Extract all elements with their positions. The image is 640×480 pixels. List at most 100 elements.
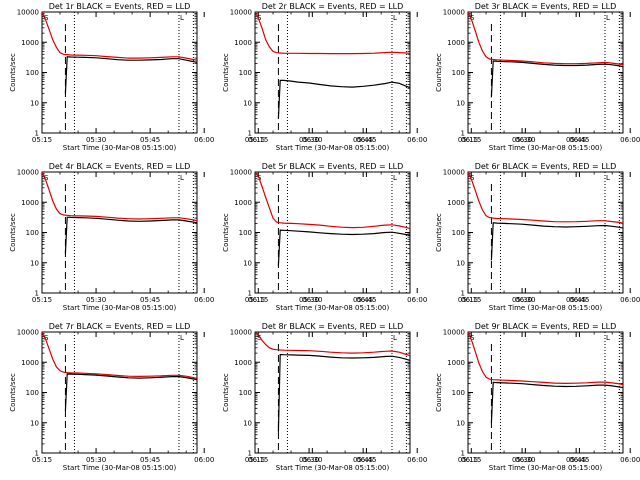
x-tick-label: 05:45 (353, 456, 373, 464)
y-tick-label: 1000 (447, 359, 465, 367)
x-tick-label: 05:15 (458, 296, 478, 304)
y-tick-label: 1000 (447, 39, 465, 47)
corner-label-s: S (44, 174, 49, 182)
x-axis-label: Start Time (30-Mar-08 05:15:00) (489, 304, 603, 312)
corner-label-s: S (257, 334, 262, 342)
y-axis-label: Counts/sec (222, 373, 230, 412)
x-tick-label: 06:00 (407, 136, 427, 144)
y-tick-label: 10000 (17, 329, 39, 337)
x-tick-label: 06:15 (248, 296, 268, 304)
y-tick-label: 1 (248, 450, 252, 458)
corner-label-s: S (470, 334, 475, 342)
y-tick-label: 1000 (234, 199, 252, 207)
chart-title: Det 2r BLACK = Events, RED = LLD (262, 2, 404, 11)
x-tick-label: 06:00 (194, 296, 214, 304)
chart-panel-6: Det 6r BLACK = Events, RED = LLD 1 10 100 10… (435, 162, 640, 312)
x-tick-label: 06:00 (194, 136, 214, 144)
y-tick-label: 1 (461, 130, 465, 138)
series-line-events-black (277, 79, 410, 119)
corner-label-l: L (180, 334, 184, 342)
chart-panel-4: Det 4r BLACK = Events, RED = LLD11010010… (9, 162, 377, 312)
y-tick-label: 10 (243, 99, 252, 107)
series-line-lld-red (255, 332, 410, 357)
chart-title: Det 9r BLACK = Events, RED = LLD (475, 322, 617, 331)
x-tick-label: 05:30 (299, 136, 319, 144)
series-line-lld-red (42, 172, 197, 222)
x-tick-label: 06:45 (569, 136, 589, 144)
y-tick-label: 100 (26, 69, 39, 77)
chart-panel-2: Det 2r BLACK = Events, RED = LLD11010010… (222, 2, 590, 152)
chart-panel-9: Det 9r BLACK = Events, RED = LLD 1 10 100 10… (435, 322, 640, 472)
x-tick-label: 06:00 (620, 296, 640, 304)
series-line-lld-red (42, 12, 197, 61)
y-tick-label: 10000 (230, 329, 252, 337)
x-tick-label: 05:15 (245, 136, 265, 144)
y-axis-label: Counts/sec (9, 213, 17, 252)
y-tick-label: 1000 (447, 199, 465, 207)
x-tick-label: 06:30 (302, 136, 322, 144)
chart-title: Det 8r BLACK = Events, RED = LLD (262, 322, 404, 331)
y-tick-label: 1 (35, 450, 39, 458)
corner-label-l: L (393, 334, 397, 342)
y-tick-label: 100 (452, 389, 465, 397)
x-tick-label: 05:45 (566, 296, 586, 304)
series-line-lld-red (468, 332, 623, 386)
x-tick-label: 05:15 (245, 296, 265, 304)
x-tick-label: 06:45 (356, 136, 376, 144)
corner-label-l: L (606, 14, 610, 22)
corner-label-l: L (393, 174, 397, 182)
x-tick-label: 05:30 (86, 296, 106, 304)
x-tick-label: 05:45 (566, 456, 586, 464)
corner-label-l: L (180, 174, 184, 182)
y-axis-label: Counts/sec (222, 213, 230, 252)
x-tick-label: 06:00 (620, 136, 640, 144)
x-tick-label: 05:45 (140, 456, 160, 464)
y-tick-label: 10000 (17, 169, 39, 177)
y-tick-label: 1000 (21, 359, 39, 367)
x-tick-label: 05:30 (512, 136, 532, 144)
series-line-events-black (490, 60, 623, 98)
x-axis-label: Start Time (30-Mar-08 05:15:00) (276, 304, 390, 312)
chart-panel-8: Det 8r BLACK = Events, RED = LLD11010010… (222, 322, 590, 472)
x-tick-label: 06:15 (461, 456, 481, 464)
series-line-lld-red (255, 172, 410, 230)
x-tick-label: 05:45 (140, 136, 160, 144)
x-tick-label: 05:15 (245, 456, 265, 464)
y-tick-label: 10000 (443, 169, 465, 177)
x-tick-label: 05:30 (86, 136, 106, 144)
x-tick-label: 06:30 (515, 456, 535, 464)
x-tick-label: 05:15 (32, 136, 52, 144)
corner-label-s: S (257, 14, 262, 22)
y-tick-label: 10000 (17, 9, 39, 17)
y-axis-label: Counts/sec (222, 53, 230, 92)
y-tick-label: 10 (30, 259, 39, 267)
y-axis-label: Counts/sec (9, 373, 17, 412)
y-tick-label: 1 (248, 130, 252, 138)
series-line-events-black (490, 381, 623, 423)
series-line-events-black (277, 353, 410, 432)
series-line-events-black (490, 222, 623, 261)
y-axis-label: Counts/sec (435, 373, 443, 412)
x-axis-label: Start Time (30-Mar-08 05:15:00) (489, 464, 603, 472)
y-tick-label: 10 (30, 99, 39, 107)
x-tick-label: 06:00 (194, 456, 214, 464)
series-line-lld-red (468, 172, 623, 224)
corner-label-l: L (393, 14, 397, 22)
chart-title: Det 7r BLACK = Events, RED = LLD (49, 322, 191, 331)
x-tick-label: 05:15 (458, 456, 478, 464)
y-tick-label: 100 (26, 389, 39, 397)
y-tick-label: 1000 (234, 39, 252, 47)
y-tick-label: 100 (452, 229, 465, 237)
x-axis-label: Start Time (30-Mar-08 05:15:00) (63, 144, 177, 152)
chart-panel-1: Det 1r BLACK = Events, RED = LLD11010010… (9, 2, 377, 152)
x-tick-label: 06:30 (515, 136, 535, 144)
y-tick-label: 10000 (230, 169, 252, 177)
series-line-lld-red (255, 12, 410, 55)
y-tick-label: 10000 (443, 9, 465, 17)
y-axis-label: Counts/sec (435, 53, 443, 92)
x-tick-label: 06:00 (620, 456, 640, 464)
x-tick-label: 06:15 (248, 456, 268, 464)
corner-label-l: L (606, 174, 610, 182)
x-tick-label: 06:00 (407, 296, 427, 304)
chart-title: Det 5r BLACK = Events, RED = LLD (262, 162, 404, 171)
